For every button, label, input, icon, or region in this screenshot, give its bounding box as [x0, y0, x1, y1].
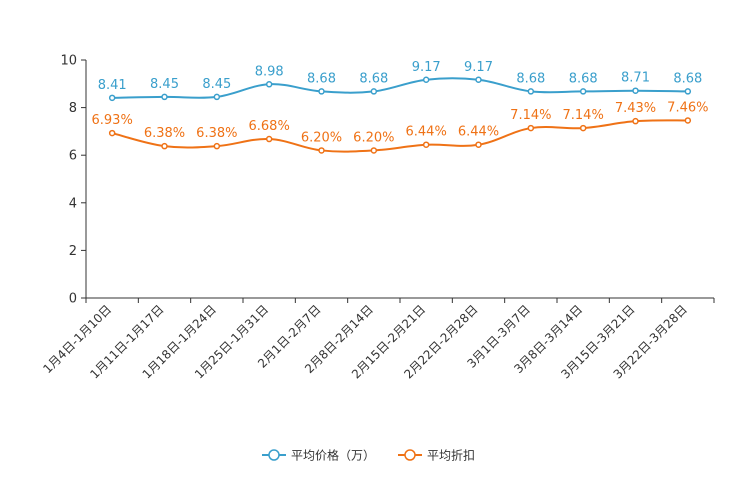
y-tick-label: 4	[69, 196, 77, 211]
data-point	[527, 88, 535, 95]
series-line	[112, 77, 688, 99]
data-point	[370, 147, 378, 154]
y-tick-label: 8	[69, 101, 77, 116]
data-label: 6.20%	[353, 130, 394, 145]
legend: 平均价格（万） 平均折扣	[262, 448, 475, 463]
data-point	[265, 81, 273, 88]
legend-item-2[interactable]: 平均折扣	[398, 448, 475, 463]
data-point	[475, 141, 482, 148]
legend-item-1[interactable]: 平均价格（万）	[262, 448, 375, 463]
y-tick-label: 6	[69, 149, 77, 164]
y-axis: 0 2 4 6 8 10	[60, 54, 87, 307]
data-point	[422, 141, 430, 148]
data-label: 6.68%	[249, 119, 290, 134]
legend-label: 平均价格（万）	[291, 448, 375, 463]
data-label: 6.20%	[301, 130, 342, 145]
y-tick-label: 0	[69, 292, 77, 307]
data-point	[213, 93, 221, 101]
legend-marker-icon	[404, 449, 416, 461]
data-point	[527, 124, 535, 132]
data-label: 8.68	[569, 71, 598, 86]
data-point	[108, 94, 116, 102]
data-point	[579, 88, 587, 95]
data-label: 7.43%	[615, 101, 656, 116]
data-point	[684, 88, 692, 95]
data-point	[370, 88, 378, 95]
data-label: 7.14%	[563, 108, 604, 123]
data-label: 8.45	[150, 77, 179, 92]
data-point	[475, 76, 482, 84]
data-point	[632, 117, 639, 125]
y-tick-label: 2	[69, 244, 77, 259]
data-label: 9.17	[412, 60, 441, 75]
data-point	[161, 93, 168, 101]
data-point	[265, 135, 273, 143]
data-point	[108, 129, 116, 137]
data-label: 6.38%	[196, 126, 237, 141]
data-point	[422, 76, 430, 84]
data-point	[684, 117, 692, 124]
data-point	[213, 142, 221, 150]
data-label: 8.68	[516, 71, 545, 86]
legend-marker-icon	[268, 449, 280, 461]
data-label: 8.45	[202, 77, 231, 92]
data-point	[318, 147, 325, 154]
series-line	[111, 119, 688, 153]
series-1: 8.41 8.45 8.45 8.98 8.68 8.68 9.17 9.17 8.68 8.68…	[98, 60, 702, 102]
series-2: 6.93% 6.38% 6.38% 6.68% 6.20% 6.20% 6.44% 6.44%…	[92, 100, 708, 154]
data-point	[318, 88, 325, 95]
data-label: 8.41	[98, 78, 127, 93]
data-label: 6.44%	[458, 125, 499, 140]
data-label: 6.44%	[406, 125, 447, 140]
data-label: 8.68	[673, 71, 702, 86]
data-label: 8.68	[307, 71, 336, 86]
data-label: 8.71	[621, 71, 650, 86]
data-label: 6.38%	[144, 126, 185, 141]
data-label: 6.93%	[92, 113, 133, 128]
x-axis: 1月4日-1月10日1月11日-1月17日1月18日-1月24日1月25日-1月…	[40, 297, 715, 382]
data-label: 8.98	[255, 64, 284, 79]
data-point	[632, 87, 639, 94]
data-point	[579, 124, 587, 132]
legend-label: 平均折扣	[427, 448, 475, 463]
data-label: 9.17	[464, 60, 493, 75]
data-point	[161, 142, 168, 150]
data-label: 7.46%	[667, 100, 708, 115]
y-tick-label: 10	[60, 54, 77, 69]
data-label: 7.14%	[510, 108, 551, 123]
data-label: 8.68	[359, 71, 388, 86]
series-layer: 8.41 8.45 8.45 8.98 8.68 8.68 9.17 9.17 8.68 8.68…	[92, 60, 708, 154]
